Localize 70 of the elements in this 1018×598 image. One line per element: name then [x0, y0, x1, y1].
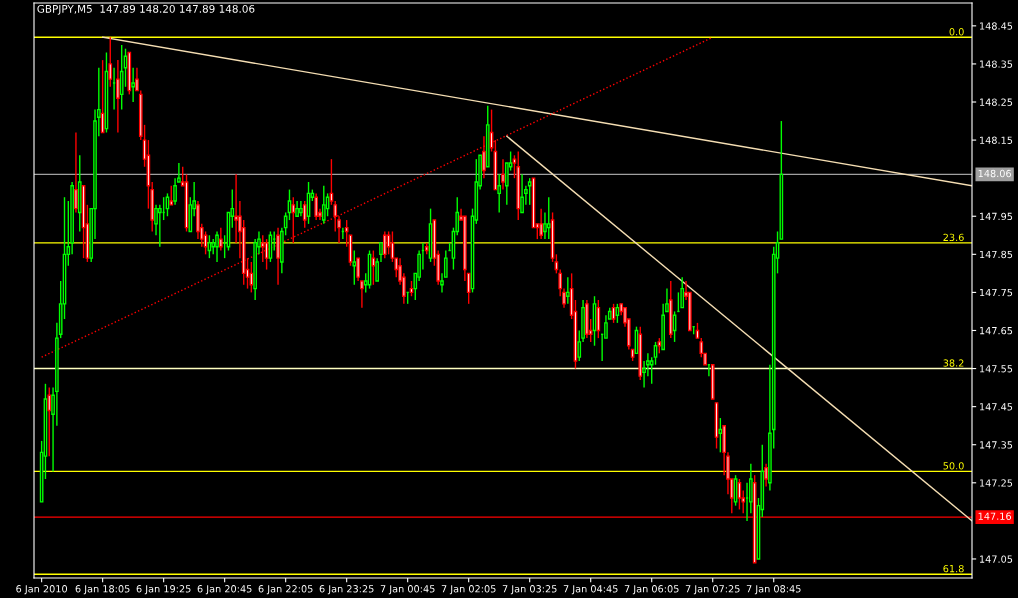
ref-line-label: 148.06: [978, 169, 1012, 178]
candlestick: [676, 291, 681, 313]
candlestick: [680, 276, 685, 309]
y-tick-label: 147.05: [980, 555, 1013, 563]
y-tick-label: 147.25: [980, 479, 1013, 487]
candlestick: [360, 280, 364, 309]
x-tick-label: 7 Jan 02:05: [441, 585, 496, 595]
candlestick: [497, 173, 502, 214]
annotation: 23.6: [943, 233, 964, 242]
x-tick-label: 7 Jan 07:25: [685, 585, 740, 595]
candlestick: [520, 173, 524, 214]
candlestick: [527, 177, 532, 206]
y-tick-label: 148.15: [980, 136, 1013, 144]
candlestick: [344, 219, 349, 248]
candlestick: [482, 135, 486, 179]
candlestick: [665, 287, 669, 313]
y-tick-label: 147.95: [980, 212, 1013, 221]
y-tick-label: 148.35: [980, 60, 1013, 68]
candlestick: [466, 272, 471, 305]
x-tick-label: 7 Jan 03:25: [502, 585, 557, 595]
x-tick-label: 6 Jan 22:05: [258, 585, 313, 595]
x-tick-label: 6 Jan 2010: [16, 585, 68, 595]
candlestick: [119, 44, 124, 111]
candlestick: [169, 185, 174, 206]
candlestick: [112, 67, 116, 111]
annotation: 0.0: [949, 28, 964, 36]
candlestick: [764, 463, 768, 488]
candlestick: [546, 196, 551, 240]
candlestick: [299, 200, 303, 217]
candlestick: [382, 230, 387, 259]
candlestick: [131, 67, 135, 103]
y-tick-label: 147.35: [980, 441, 1013, 449]
candlestick: [74, 131, 78, 214]
candlestick: [565, 276, 570, 305]
candlestick: [501, 158, 505, 191]
annotation: 38.2: [943, 359, 964, 367]
candlestick: [116, 59, 120, 134]
candlestick: [745, 482, 749, 522]
annotation: 61.8: [943, 564, 964, 573]
y-tick-label: 148.25: [980, 98, 1013, 106]
candlestick: [260, 234, 265, 263]
x-tick-label: 7 Jan 00:45: [380, 585, 435, 595]
candlestick: [161, 196, 166, 221]
candlestick: [375, 257, 380, 282]
candlestick: [47, 386, 52, 457]
candlestick: [135, 67, 139, 92]
candlestick: [215, 230, 219, 263]
candlestick: [218, 226, 223, 252]
x-tick-label: 6 Jan 19:25: [136, 585, 191, 595]
y-tick-label: 147.65: [980, 326, 1013, 335]
y-tick-label: 148.45: [980, 22, 1013, 30]
x-tick-label: 6 Jan 23:25: [319, 585, 374, 595]
candlestick: [108, 36, 113, 88]
y-tick-label: 147.55: [980, 365, 1013, 373]
x-tick-label: 7 Jan 08:45: [746, 585, 801, 595]
x-tick-label: 7 Jan 06:05: [624, 585, 679, 595]
annotation: 50.0: [943, 462, 964, 470]
candlestick: [596, 299, 601, 339]
y-tick-label: 147.75: [980, 289, 1013, 297]
candlestick: [539, 207, 543, 240]
x-tick-label: 6 Jan 18:05: [75, 585, 130, 595]
ref-line-label: 147.16: [978, 512, 1012, 520]
y-tick-label: 147.45: [980, 403, 1013, 411]
candlestick: [234, 173, 238, 244]
x-tick-label: 6 Jan 20:45: [197, 585, 252, 595]
x-tick-label: 7 Jan 04:45: [563, 585, 618, 595]
candlestick: [173, 177, 177, 206]
chart-title: GBPJPY,M5 147.89 148.20 147.89 148.06: [37, 4, 255, 15]
candlestick: [276, 226, 280, 286]
y-tick-label: 147.85: [980, 250, 1013, 259]
